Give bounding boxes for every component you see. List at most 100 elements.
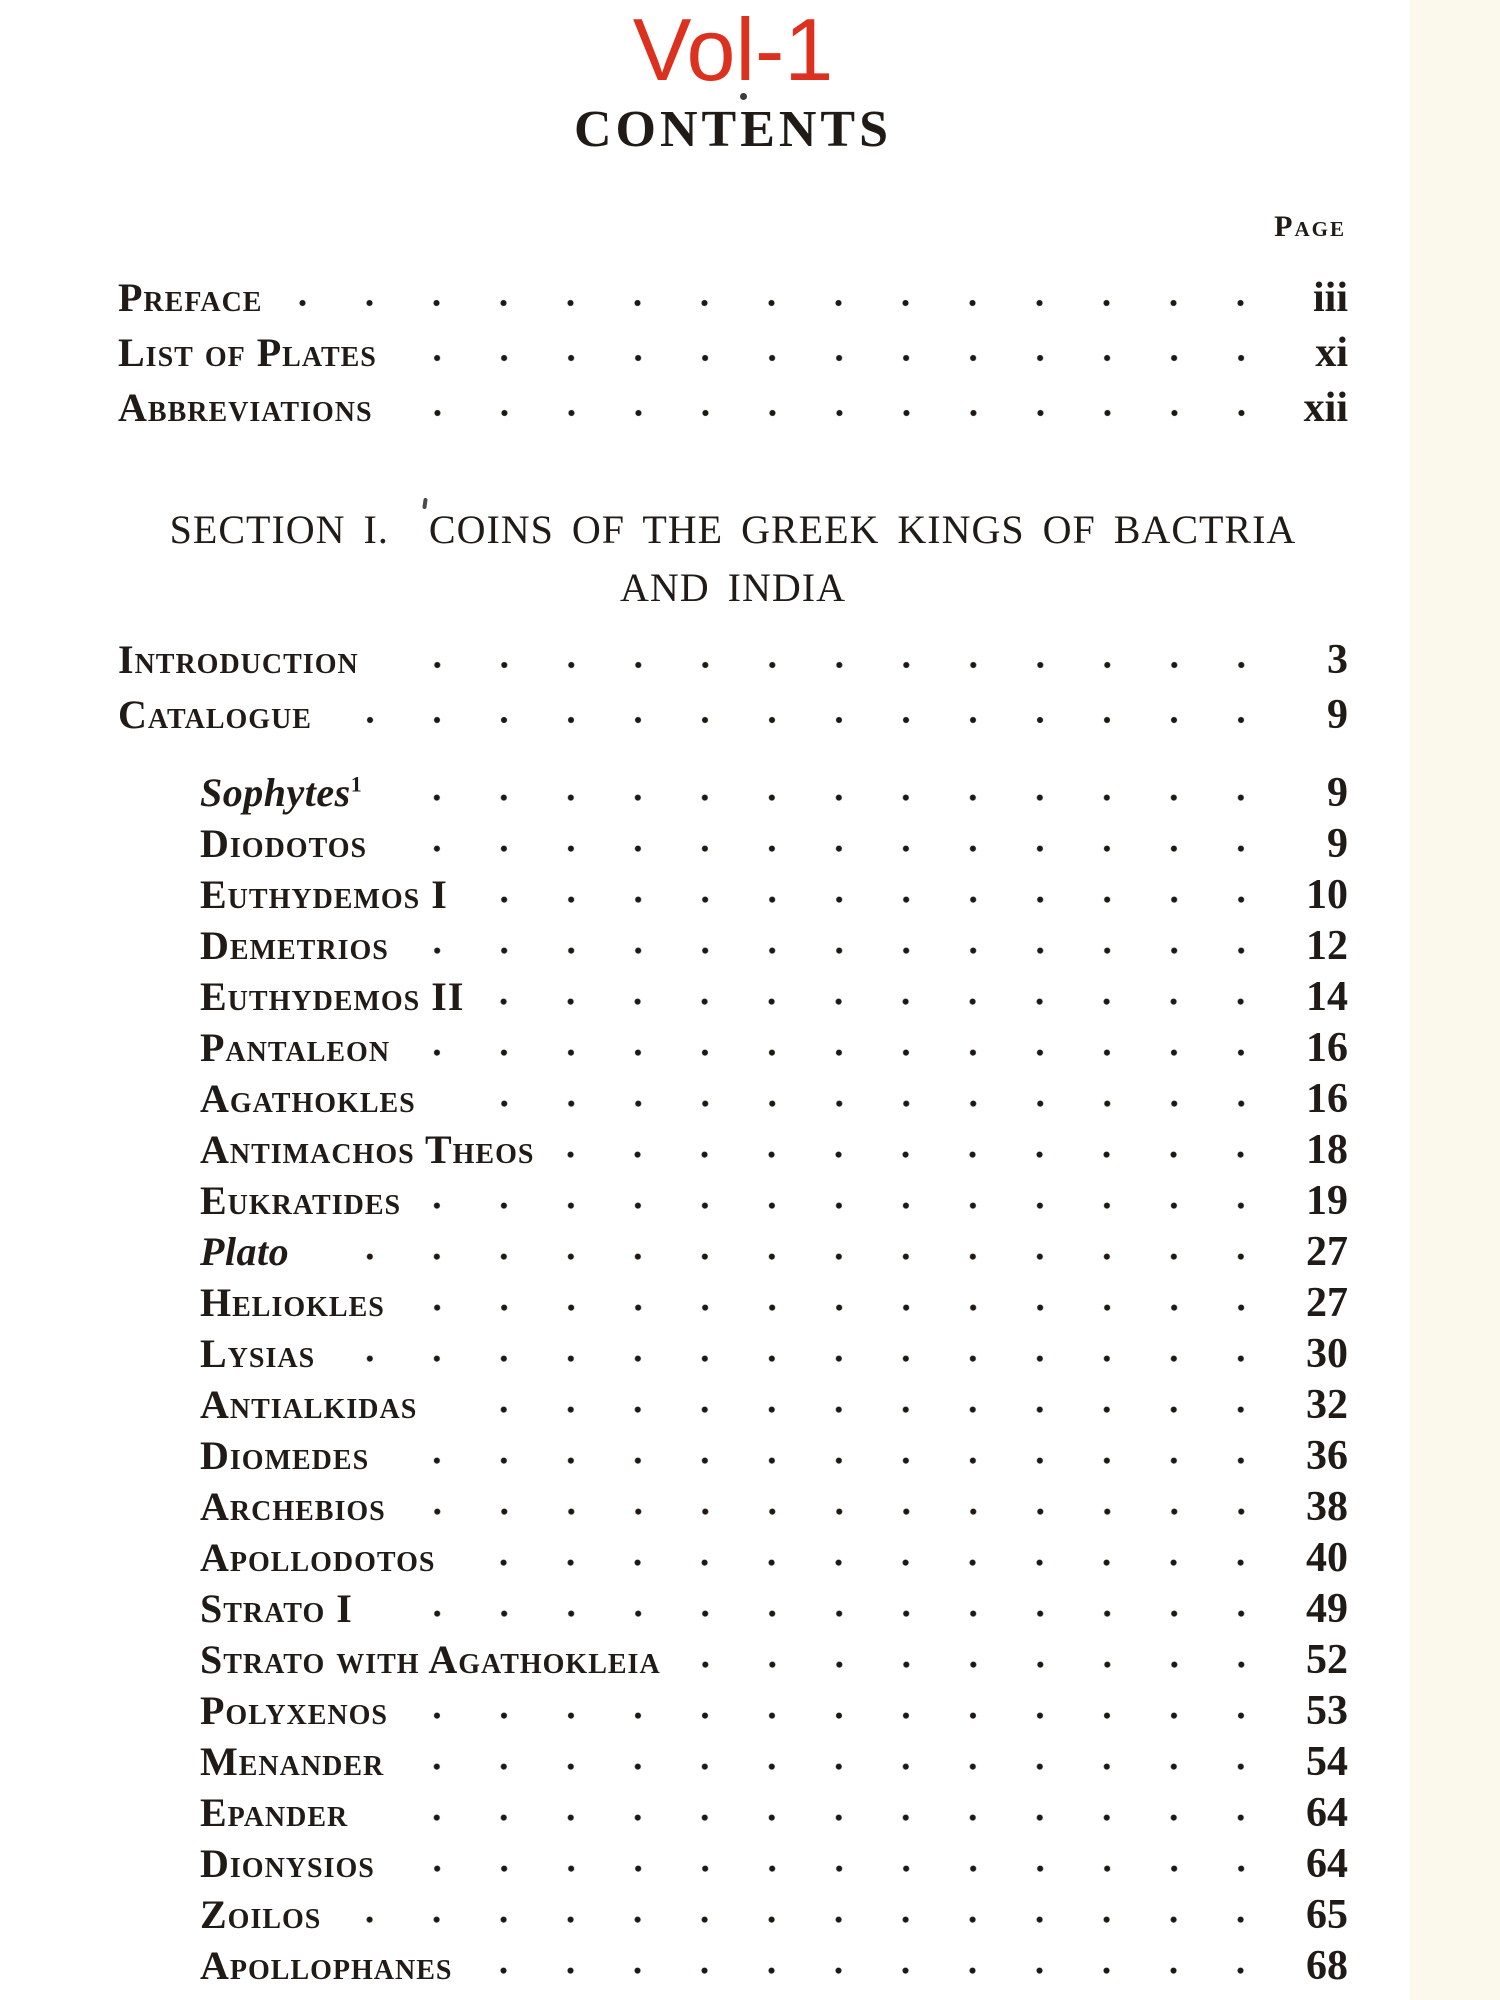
entry-page-number: 52: [1306, 1636, 1348, 1683]
contents-title: CONTENTS: [573, 101, 893, 158]
dot-leader: [390, 767, 1250, 818]
entry-page-number: 27: [1306, 1279, 1348, 1326]
toc-entry: Diomedes 36: [118, 1430, 1348, 1481]
entry-page-number: 40: [1306, 1534, 1348, 1581]
toc-entry: Strato I 49: [118, 1583, 1348, 1634]
entry-label: Diomedes: [200, 1432, 370, 1478]
entry-label: Demetrios: [200, 922, 389, 968]
dot-leader: [339, 687, 1250, 742]
entry-page-number: 32: [1306, 1381, 1348, 1428]
toc-entry: Heliokles 27: [118, 1277, 1348, 1328]
dot-leader: [413, 1481, 1250, 1532]
entry-label: Antimachos Theos: [200, 1126, 535, 1172]
dot-leader: [445, 1379, 1250, 1430]
entry-label: Euthydemos I: [200, 871, 448, 917]
dot-leader: [463, 1532, 1250, 1583]
dot-leader: [480, 1940, 1250, 1991]
dot-leader: [412, 1277, 1250, 1328]
section-heading: SECTION I. COINS OF THE GREEK KINGS OF BA…: [118, 501, 1348, 617]
entry-page-number: 68: [1306, 1942, 1348, 1989]
entry-label: Pantaleon: [200, 1024, 391, 1070]
entry-page-number: 9: [1327, 769, 1348, 816]
entry-label: Euthydemos II: [200, 973, 465, 1019]
toc-entry: Sophytes1 9: [118, 767, 1348, 818]
toc-entry: Abbreviations xii: [118, 380, 1348, 435]
entry-superscript: 1: [350, 771, 363, 797]
entry-page-number: 53: [1306, 1687, 1348, 1734]
toc-entry: List of Plates xi: [118, 325, 1348, 380]
toc-entry: Menander 54: [118, 1736, 1348, 1787]
dot-leader: [386, 632, 1250, 687]
entry-label: Catalogue: [118, 691, 312, 737]
toc-entry: Archebios 38: [118, 1481, 1348, 1532]
dot-leader: [404, 325, 1250, 380]
toc-entry: Demetrios 12: [118, 920, 1348, 971]
entry-label: Strato I: [200, 1585, 353, 1631]
catalogue-entry-list: Sophytes1 9 Diodotos 9 Euthydemos I 10 Demetri…: [118, 767, 1348, 1991]
toc-entry: Plato 27: [118, 1226, 1348, 1277]
toc-entry: Introduction 3: [118, 632, 1348, 687]
toc-entry: Dionysios 64: [118, 1838, 1348, 1889]
entry-label: Polyxenos: [200, 1687, 389, 1733]
dot-leader: [376, 1787, 1250, 1838]
dot-leader: [416, 920, 1250, 971]
entry-page-number: 36: [1306, 1432, 1348, 1479]
entry-page-number: 64: [1306, 1840, 1348, 1887]
entry-page-number: 14: [1306, 973, 1348, 1020]
toc-entry: Antialkidas 32: [118, 1379, 1348, 1430]
entry-label: Preface: [118, 274, 263, 320]
dot-leader: [343, 1328, 1250, 1379]
entry-page-number: 3: [1327, 636, 1348, 683]
toc-entry: Polyxenos 53: [118, 1685, 1348, 1736]
toc-entry: Epander 64: [118, 1787, 1348, 1838]
dot-leader: [400, 380, 1250, 435]
front-matter-list: Preface iii List of Plates xi Abbreviations x…: [118, 270, 1348, 435]
entry-page-number: 27: [1306, 1228, 1348, 1275]
entry-page-number: 9: [1327, 691, 1348, 738]
entry-page-number: 10: [1306, 871, 1348, 918]
dot-leader: [688, 1634, 1250, 1685]
toc-entry: Diodotos 9: [118, 818, 1348, 869]
entry-label: Antialkidas: [200, 1381, 418, 1427]
toc-entry: Euthydemos II 14: [118, 971, 1348, 1022]
entry-label: Sophytes1: [200, 769, 363, 815]
dot-leader: [416, 1685, 1250, 1736]
entry-label: Apollodotos: [200, 1534, 436, 1580]
dot-leader: [395, 818, 1250, 869]
toc-entry: Agathokles 16: [118, 1073, 1348, 1124]
dot-leader: [418, 1022, 1250, 1073]
toc-entry: Eukratides 19: [118, 1175, 1348, 1226]
dot-leader: [402, 1838, 1250, 1889]
entry-label: Agathokles: [200, 1075, 416, 1121]
entry-label: Lysias: [200, 1330, 316, 1376]
page-edge-tint: [1410, 0, 1500, 2000]
entry-page-number: 54: [1306, 1738, 1348, 1785]
volume-label: Vol-1: [632, 0, 834, 99]
dot-leader: [492, 971, 1250, 1022]
dot-leader: [380, 1583, 1250, 1634]
toc-entry: Preface iii: [118, 270, 1348, 325]
entry-label: Apollophanes: [200, 1942, 453, 1988]
entry-page-number: 16: [1306, 1024, 1348, 1071]
toc-entry: Zoilos 65: [118, 1889, 1348, 1940]
toc-entry: Euthydemos I 10: [118, 869, 1348, 920]
entry-page-number: 65: [1306, 1891, 1348, 1938]
dot-leader: [443, 1073, 1250, 1124]
entry-page-number: 38: [1306, 1483, 1348, 1530]
dot-leader: [317, 1226, 1250, 1277]
entry-page-number: 12: [1306, 922, 1348, 969]
entry-label: Epander: [200, 1789, 349, 1835]
dot-leader: [412, 1736, 1250, 1787]
toc-entry: Antimachos Theos 18: [118, 1124, 1348, 1175]
entry-page-number: 9: [1327, 820, 1348, 867]
toc-entry: Strato with Agathokleia 52: [118, 1634, 1348, 1685]
entry-label: Zoilos: [200, 1891, 322, 1937]
entry-label: Introduction: [118, 636, 359, 682]
entry-page-number: 16: [1306, 1075, 1348, 1122]
entry-label: Diodotos: [200, 820, 368, 866]
entry-label: Menander: [200, 1738, 385, 1784]
entry-label: List of Plates: [118, 329, 377, 375]
entry-page-number: xi: [1315, 329, 1348, 376]
scan-artifact-dot: [740, 93, 747, 100]
